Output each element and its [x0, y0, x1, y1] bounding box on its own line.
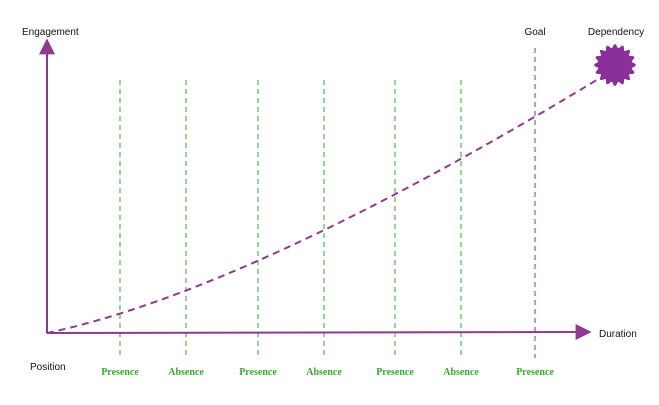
endpoint-label: Dependency: [588, 27, 644, 38]
phase-label: Presence: [516, 367, 554, 378]
phase-label: Presence: [239, 367, 277, 378]
phase-guides: [119, 48, 536, 358]
phase-label: Absence: [443, 367, 479, 378]
goal-label: Goal: [524, 27, 545, 38]
phase-label: Absence: [306, 367, 342, 378]
phase-label: Absence: [168, 367, 204, 378]
x-axis-label: Duration: [599, 329, 637, 340]
phase-label: Presence: [376, 367, 414, 378]
phase-label: Presence: [101, 367, 139, 378]
engagement-curve: [46, 77, 601, 334]
origin-label: Position: [30, 362, 66, 373]
dependency-badge: [594, 44, 636, 86]
x-axis: [46, 324, 592, 341]
y-axis-label: Engagement: [22, 27, 79, 38]
